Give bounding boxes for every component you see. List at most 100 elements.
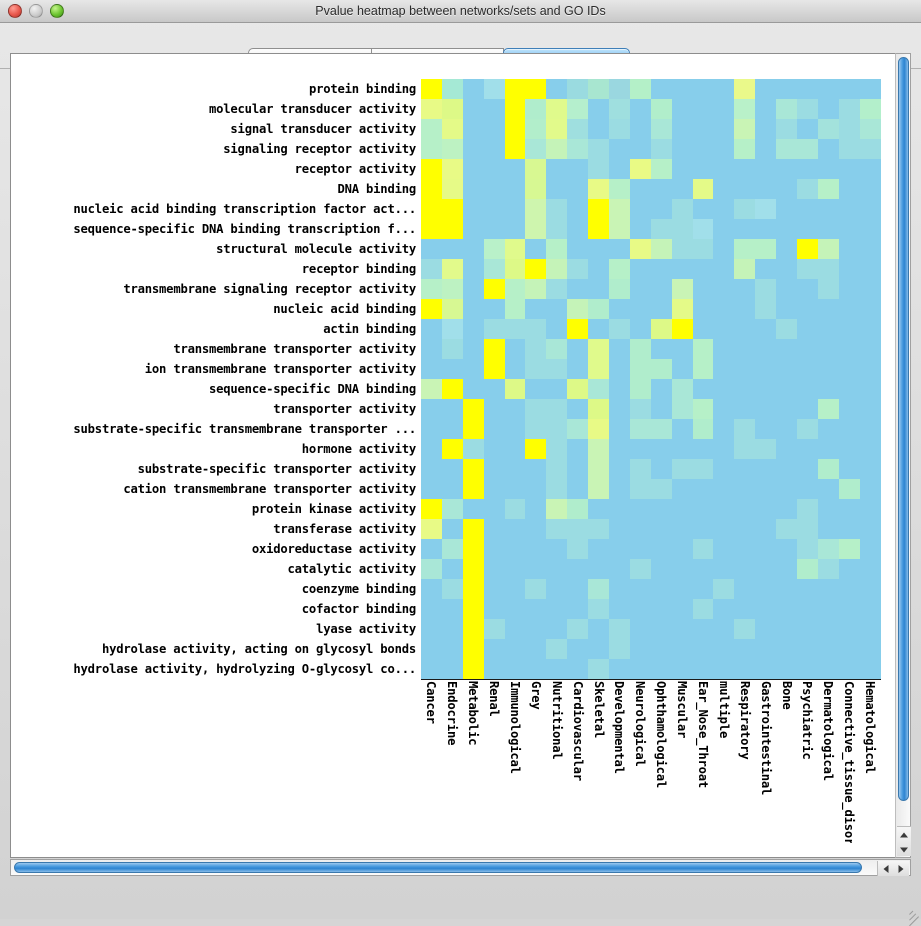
heatmap-cell[interactable] (546, 619, 568, 639)
heatmap-cell[interactable] (776, 359, 798, 379)
heatmap-cell[interactable] (504, 639, 526, 659)
heatmap-cell[interactable] (671, 239, 693, 259)
heatmap-cell[interactable] (588, 419, 610, 439)
heatmap-cell[interactable] (421, 639, 442, 659)
heatmap-cell[interactable] (504, 219, 526, 239)
heatmap-cell[interactable] (671, 419, 693, 439)
heatmap-cell[interactable] (817, 619, 839, 639)
heatmap-cell[interactable] (588, 639, 610, 659)
heatmap-cell[interactable] (546, 539, 568, 559)
heatmap-cell[interactable] (483, 379, 505, 399)
heatmap-cell[interactable] (441, 419, 463, 439)
heatmap-cell[interactable] (567, 599, 589, 619)
heatmap-cell[interactable] (650, 179, 672, 199)
heatmap-cell[interactable] (734, 279, 756, 299)
heatmap-cell[interactable] (797, 259, 818, 279)
heatmap-cell[interactable] (462, 319, 484, 339)
heatmap-cell[interactable] (650, 579, 672, 599)
heatmap-cell[interactable] (567, 279, 589, 299)
heatmap-cell[interactable] (525, 359, 547, 379)
heatmap-cell[interactable] (671, 79, 693, 99)
heatmap-cell[interactable] (546, 119, 568, 139)
heatmap-cell[interactable] (755, 579, 777, 599)
heatmap-cell[interactable] (859, 619, 881, 639)
heatmap-cell[interactable] (462, 279, 484, 299)
heatmap-cell[interactable] (546, 399, 568, 419)
heatmap-cell[interactable] (859, 159, 881, 179)
heatmap-cell[interactable] (776, 499, 798, 519)
heatmap-cell[interactable] (650, 619, 672, 639)
heatmap-cell[interactable] (483, 659, 505, 679)
heatmap-cell[interactable] (713, 559, 735, 579)
heatmap-cell[interactable] (692, 319, 714, 339)
heatmap-cell[interactable] (734, 419, 756, 439)
heatmap-cell[interactable] (546, 499, 568, 519)
heatmap-cell[interactable] (462, 499, 484, 519)
heatmap-cell[interactable] (421, 379, 442, 399)
heatmap-cell[interactable] (797, 299, 818, 319)
heatmap-cell[interactable] (692, 79, 714, 99)
heatmap-cell[interactable] (838, 399, 860, 419)
heatmap-cell[interactable] (629, 499, 651, 519)
heatmap-cell[interactable] (462, 199, 484, 219)
heatmap-cell[interactable] (692, 439, 714, 459)
heatmap-cell[interactable] (650, 419, 672, 439)
heatmap-cell[interactable] (441, 639, 463, 659)
heatmap-cell[interactable] (755, 519, 777, 539)
heatmap-cell[interactable] (692, 339, 714, 359)
heatmap-cell[interactable] (713, 439, 735, 459)
heatmap-cell[interactable] (671, 439, 693, 459)
heatmap-cell[interactable] (567, 339, 589, 359)
heatmap-cell[interactable] (859, 579, 881, 599)
heatmap-cell[interactable] (692, 139, 714, 159)
heatmap-cell[interactable] (546, 379, 568, 399)
heatmap-cell[interactable] (859, 279, 881, 299)
heatmap-cell[interactable] (650, 339, 672, 359)
heatmap-cell[interactable] (504, 239, 526, 259)
heatmap-cell[interactable] (567, 79, 589, 99)
heatmap-cell[interactable] (734, 659, 756, 679)
heatmap-cell[interactable] (650, 219, 672, 239)
heatmap-cell[interactable] (504, 99, 526, 119)
heatmap-cell[interactable] (609, 319, 630, 339)
heatmap-cell[interactable] (713, 379, 735, 399)
heatmap-cell[interactable] (692, 359, 714, 379)
heatmap-cell[interactable] (776, 539, 798, 559)
heatmap-cell[interactable] (629, 219, 651, 239)
heatmap-cell[interactable] (671, 519, 693, 539)
heatmap-cell[interactable] (525, 79, 547, 99)
heatmap-cell[interactable] (609, 599, 630, 619)
heatmap-cell[interactable] (588, 399, 610, 419)
heatmap-cell[interactable] (650, 99, 672, 119)
heatmap-cell[interactable] (755, 199, 777, 219)
heatmap-cell[interactable] (650, 299, 672, 319)
heatmap-cell[interactable] (504, 359, 526, 379)
heatmap-cell[interactable] (859, 599, 881, 619)
horizontal-scrollbar[interactable] (10, 859, 911, 876)
heatmap-cell[interactable] (588, 119, 610, 139)
heatmap-cell[interactable] (755, 419, 777, 439)
heatmap-cell[interactable] (629, 399, 651, 419)
heatmap-cell[interactable] (609, 359, 630, 379)
heatmap-cell[interactable] (525, 239, 547, 259)
heatmap-cell[interactable] (504, 259, 526, 279)
heatmap-cell[interactable] (609, 619, 630, 639)
heatmap-cell[interactable] (546, 579, 568, 599)
heatmap-cell[interactable] (546, 339, 568, 359)
heatmap-cell[interactable] (546, 599, 568, 619)
heatmap-cell[interactable] (441, 479, 463, 499)
heatmap-cell[interactable] (859, 119, 881, 139)
heatmap-cell[interactable] (629, 159, 651, 179)
heatmap-cell[interactable] (838, 239, 860, 259)
heatmap-cell[interactable] (546, 459, 568, 479)
heatmap-cell[interactable] (567, 359, 589, 379)
heatmap-cell[interactable] (838, 619, 860, 639)
heatmap-cell[interactable] (483, 499, 505, 519)
heatmap-cell[interactable] (441, 499, 463, 519)
heatmap-cell[interactable] (671, 299, 693, 319)
heatmap-cell[interactable] (838, 259, 860, 279)
heatmap-cell[interactable] (441, 279, 463, 299)
heatmap-cell[interactable] (734, 299, 756, 319)
heatmap-cell[interactable] (817, 419, 839, 439)
heatmap-cell[interactable] (734, 459, 756, 479)
